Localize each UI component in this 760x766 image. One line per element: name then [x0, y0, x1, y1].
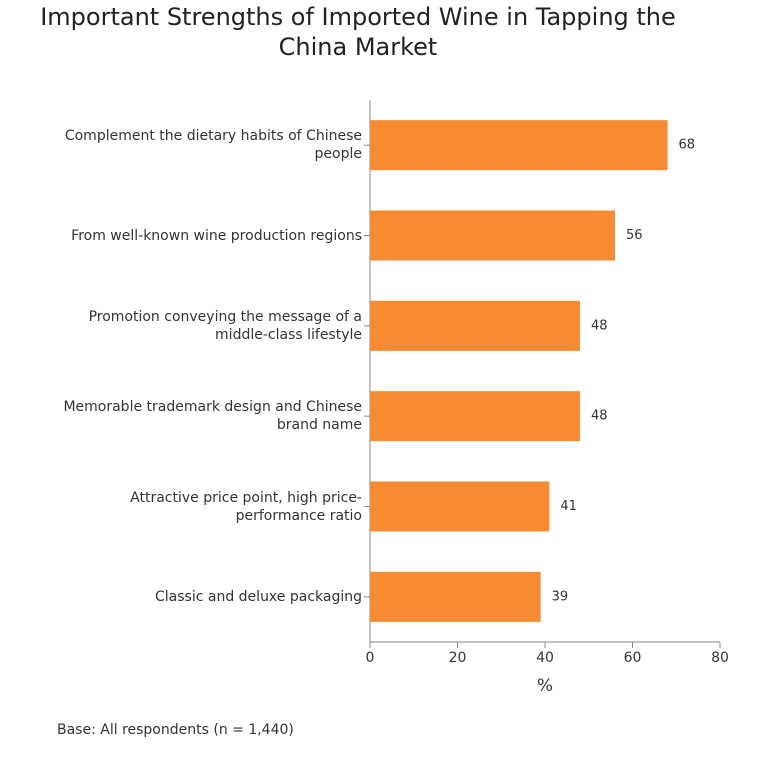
- bar: [370, 210, 615, 261]
- x-tick-label: 20: [449, 650, 467, 666]
- x-tick-label: 60: [624, 650, 642, 666]
- x-tick-label: 0: [366, 650, 375, 666]
- value-label: 48: [591, 318, 608, 333]
- bar: [370, 481, 550, 532]
- value-label: 41: [560, 499, 577, 514]
- footnote: Base: All respondents (n = 1,440): [57, 722, 294, 738]
- x-tick-label: 80: [711, 650, 729, 666]
- y-tick-label: Memorable trademark design and Chinese b…: [63, 399, 362, 434]
- value-label: 39: [552, 589, 569, 604]
- x-axis-label: %: [536, 676, 554, 696]
- y-tick-label: Complement the dietary habits of Chinese…: [64, 128, 362, 163]
- bar: [370, 300, 580, 351]
- y-tick-label: Promotion conveying the message of a mid…: [88, 308, 362, 343]
- y-tick-label: Classic and deluxe packaging: [155, 588, 362, 605]
- x-tick-label: 40: [536, 650, 554, 666]
- value-label: 48: [591, 409, 608, 424]
- chart-title: Important Strengths of Imported Wine in …: [40, 3, 676, 61]
- bar: [370, 391, 580, 442]
- value-label: 68: [679, 138, 696, 153]
- value-label: 56: [626, 228, 643, 243]
- bar: [370, 571, 541, 622]
- bar: [370, 120, 668, 171]
- y-tick-label: Attractive price point, high price-perfo…: [130, 489, 362, 524]
- y-tick-label: From well-known wine production regions: [71, 227, 362, 244]
